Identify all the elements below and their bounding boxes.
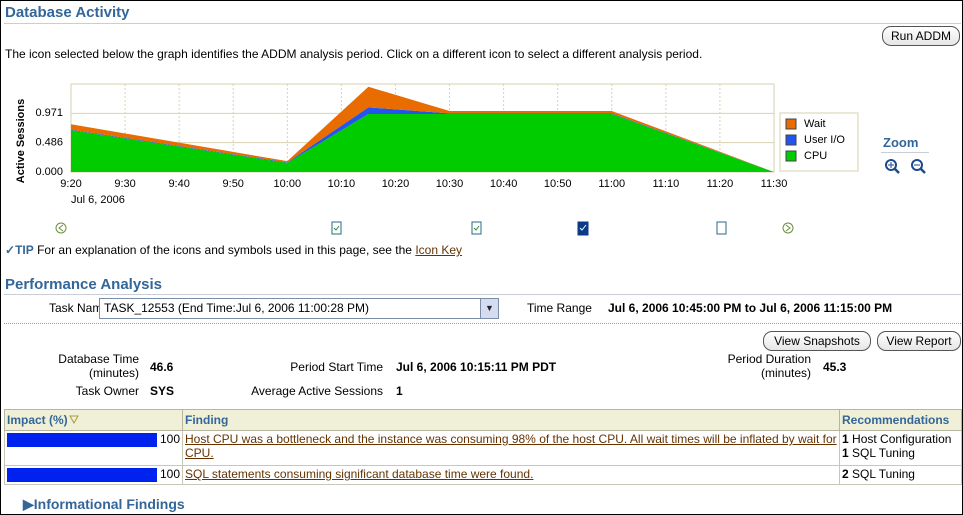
y-tick-label: 0.971 (35, 107, 63, 119)
x-tick-label: 9:20 (60, 178, 81, 190)
run-addm-button[interactable]: Run ADDM (882, 26, 960, 46)
x-tick-label: 11:00 (598, 178, 625, 190)
tip-label-text: TIP (15, 243, 34, 257)
area (71, 113, 774, 172)
recommendation: 2 SQL Tuning (842, 467, 959, 481)
x-tick-label: 10:10 (328, 178, 356, 190)
tip: ✓TIP For an explanation of the icons and… (5, 243, 462, 257)
x-tick-label: 11:20 (707, 178, 734, 190)
dropdown-arrow[interactable]: ▼ (480, 299, 498, 318)
informational-findings[interactable]: ▶Informational Findings (23, 496, 185, 512)
finding-cell: SQL statements consuming significant dat… (182, 465, 840, 485)
recommendation-count: 1 (842, 446, 849, 460)
field-value: 45.3 (823, 360, 847, 374)
y-tick-label: 0.486 (35, 137, 63, 149)
legend-label: CPU (804, 150, 827, 162)
task-select-value: TASK_12553 (End Time:Jul 6, 2006 11:00:2… (104, 301, 370, 315)
column-header-text: Impact (%) (7, 413, 68, 427)
period-icons[interactable] (1, 219, 801, 239)
zoom-label: Zoom (883, 135, 919, 150)
view-snapshots-button[interactable]: View Snapshots (763, 331, 871, 351)
field-label: Average Active Sessions (251, 384, 383, 398)
section-title: Performance Analysis (5, 276, 163, 293)
chart: 9:20 9:30 9:40 9:50 10:00 10:10 10:20 10:30 10:4… (15, 83, 859, 206)
header-row: Impact (%) Finding Recommendations (4, 409, 962, 431)
instruction: The icon selected below the graph identi… (5, 47, 703, 61)
impact-cell: 100 (4, 430, 183, 466)
x-tick-label: 10:20 (382, 178, 410, 190)
column-header: Recommendations (839, 409, 962, 431)
y-tick-label: 0.000 (35, 166, 63, 178)
legend-label: User I/O (804, 134, 845, 146)
legend-swatch (785, 118, 797, 130)
y-axis-title: Active Sessions (15, 99, 27, 183)
x-tick-label: 9:50 (223, 178, 244, 190)
time-range-label: Time Range (527, 301, 592, 315)
field-label: Database Time (minutes) (58, 352, 139, 380)
recommendation: 1 SQL Tuning (842, 446, 959, 460)
area (71, 86, 774, 172)
recommendation-label: SQL Tuning (852, 467, 915, 481)
tip-label: ✓TIP (5, 243, 34, 257)
recommendation: 1 Host Configuration (842, 432, 959, 446)
recommendation-count: 2 (842, 467, 849, 481)
field-value: SYS (150, 384, 175, 398)
x-tick-label: 11:30 (761, 178, 788, 190)
time-range: Jul 6, 2006 10:45:00 PM to Jul 6, 2006 1… (608, 301, 893, 315)
findings-table: Impact (%) Finding Recommendations 100 Ho… (4, 409, 962, 485)
icon-key-link[interactable]: Icon Key (415, 243, 463, 257)
finding-cell: Host CPU was a bottleneck and the instan… (182, 430, 840, 466)
x-tick-label: 11:10 (652, 178, 679, 190)
sort-icon (68, 415, 79, 425)
x-tick-label: 9:40 (168, 178, 189, 190)
zoom-icons[interactable] (883, 157, 933, 177)
impact-value: 100 (159, 432, 180, 446)
field-label: Period Duration (minutes) (727, 352, 811, 380)
field-label: Period Start Time (290, 360, 383, 374)
finding-row: 100 Host CPU was a bottleneck and the ins… (4, 430, 962, 466)
column-header: Finding (182, 409, 840, 431)
finding-row: 100 SQL statements consuming significant … (4, 465, 962, 485)
table-body: 100 Host CPU was a bottleneck and the ins… (4, 430, 962, 485)
legend-swatch (785, 134, 797, 146)
finding-link[interactable]: Host CPU was a bottleneck and the instan… (185, 432, 837, 460)
task-name-label: Task Name (49, 301, 110, 315)
field-label: Task Owner (75, 384, 139, 398)
legend-label: Wait (804, 118, 826, 130)
divider (4, 294, 961, 295)
view-report-button[interactable]: View Report (877, 331, 961, 351)
recommendation-count: 1 (842, 432, 849, 446)
field-value: Jul 6, 2006 10:15:11 PM PDT (396, 360, 557, 374)
column-header[interactable]: Impact (%) (4, 409, 183, 431)
x-tick-label: 9:30 (114, 178, 135, 190)
recommendation-label: SQL Tuning (852, 446, 915, 460)
recommendations-cell: 1 Host Configuration 1 SQL Tuning (839, 430, 962, 466)
x-date-label: Jul 6, 2006 (71, 194, 125, 206)
recommendation-label: Host Configuration (852, 432, 952, 446)
legend-swatch (785, 150, 797, 162)
field-value: 46.6 (150, 360, 174, 374)
recommendations-cell: 2 SQL Tuning (839, 465, 962, 485)
impact-cell: 100 (4, 465, 183, 485)
informational-findings-text: Informational Findings (33, 496, 185, 512)
section-title: Database Activity (5, 4, 130, 21)
x-tick-label: 10:40 (490, 178, 518, 190)
divider (4, 323, 961, 324)
task-select[interactable]: TASK_12553 (End Time:Jul 6, 2006 11:00:2… (99, 298, 499, 319)
divider (4, 23, 961, 24)
x-tick-label: 10:50 (544, 178, 572, 190)
impact-value: 100 (159, 467, 180, 481)
impact-bar (7, 468, 157, 482)
x-tick-label: 10:30 (436, 178, 464, 190)
finding-link[interactable]: SQL statements consuming significant dat… (185, 467, 534, 481)
field-value: 1 (396, 384, 403, 398)
impact-bar (7, 433, 157, 447)
divider (881, 152, 929, 153)
tip-text: For an explanation of the icons and symb… (37, 243, 412, 257)
x-tick-label: 10:00 (274, 178, 302, 190)
